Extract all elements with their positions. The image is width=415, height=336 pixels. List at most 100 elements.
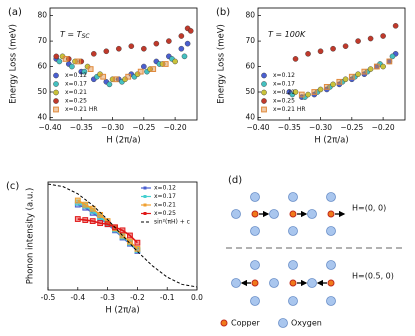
legend-label: x=0.12 bbox=[65, 72, 87, 79]
marker bbox=[134, 245, 141, 252]
legend-swatch bbox=[143, 195, 147, 198]
marker bbox=[292, 89, 299, 95]
legend-entry: x=0.12 bbox=[141, 185, 176, 192]
legend-entry: x=0.25 bbox=[141, 210, 176, 217]
marker bbox=[298, 91, 305, 98]
marker bbox=[87, 66, 94, 72]
y-tick-label: 80 bbox=[37, 11, 47, 20]
marker bbox=[74, 197, 81, 204]
annotation-main: T = 100K bbox=[268, 30, 306, 39]
legend-swatch bbox=[261, 106, 267, 113]
marker bbox=[153, 40, 160, 47]
marker bbox=[103, 48, 110, 55]
marker bbox=[109, 76, 116, 83]
x-tick-label: −0.20 bbox=[164, 123, 187, 132]
y-tick-label: 50 bbox=[37, 87, 47, 96]
mode-label: H=(0.5, 0) bbox=[352, 272, 394, 281]
legend-swatch bbox=[53, 98, 59, 104]
legend-label: x=0.21 bbox=[273, 89, 295, 96]
marker bbox=[100, 73, 107, 80]
legend-label: x=0.17 bbox=[154, 193, 176, 200]
marker bbox=[147, 66, 153, 72]
legend-entry: x=0.17 bbox=[261, 81, 295, 88]
marker bbox=[361, 68, 368, 75]
x-axis-label: H (2π/a) bbox=[105, 306, 139, 316]
marker bbox=[72, 58, 78, 65]
legend-entry: x=0.21 bbox=[141, 202, 176, 209]
legend-label: x=0.21 HR bbox=[273, 106, 306, 113]
x-axis-label: H (2π/a) bbox=[106, 136, 140, 146]
marker bbox=[141, 63, 147, 70]
legend-entry: x=0.12 bbox=[261, 72, 295, 79]
legend-entry: x=0.25 bbox=[53, 98, 87, 105]
marker bbox=[367, 66, 374, 72]
displacement-arrows bbox=[240, 210, 346, 287]
x-tick-label: −0.30 bbox=[101, 123, 124, 132]
legend-swatch bbox=[143, 203, 147, 207]
copper-atoms bbox=[220, 210, 335, 327]
marker bbox=[112, 76, 119, 83]
marker bbox=[137, 68, 144, 75]
marker bbox=[323, 84, 330, 90]
y-tick-label: 50 bbox=[245, 87, 255, 96]
marker bbox=[166, 38, 172, 44]
y-tick-label: 70 bbox=[245, 36, 255, 45]
marker bbox=[81, 68, 88, 75]
marker bbox=[317, 86, 324, 93]
legend-label: x=0.25 bbox=[273, 98, 295, 105]
x-tick-label: -0.3 bbox=[100, 293, 115, 302]
y-tick-label: 40 bbox=[245, 112, 255, 121]
legend-entry: x=0.25 bbox=[261, 98, 295, 105]
legend-swatch bbox=[261, 81, 267, 87]
chart-panel: −0.40 −0.35 −0.30 −0.25 −0.20 40 50 60 70 80 H (2π… bbox=[8, 7, 198, 146]
marker bbox=[82, 201, 89, 208]
legend-swatch bbox=[261, 72, 267, 79]
legend-label: x=0.21 HR bbox=[65, 106, 98, 113]
x-tick-label: -0.5 bbox=[41, 293, 56, 302]
marker bbox=[389, 53, 396, 60]
marker bbox=[74, 216, 81, 222]
y-tick-label: 60 bbox=[245, 62, 255, 71]
marker bbox=[184, 40, 191, 47]
marker bbox=[380, 33, 386, 39]
marker bbox=[367, 35, 374, 42]
marker bbox=[119, 227, 126, 234]
legend-label: sin²(πH) + c bbox=[154, 219, 190, 226]
legend-swatch bbox=[53, 81, 59, 87]
marker bbox=[386, 58, 393, 65]
marker bbox=[53, 53, 60, 60]
marker bbox=[104, 221, 111, 228]
plot-frame bbox=[257, 7, 406, 121]
x-tick-label: −0.25 bbox=[132, 123, 155, 132]
marker bbox=[159, 61, 166, 67]
legend-entry: x=0.21 bbox=[53, 89, 87, 96]
marker bbox=[89, 205, 96, 212]
series bbox=[59, 53, 178, 83]
legend-entry: x=0.21 bbox=[261, 89, 295, 96]
panel-label: (d) bbox=[228, 175, 242, 186]
marker bbox=[178, 33, 185, 39]
marker bbox=[62, 56, 69, 62]
marker bbox=[355, 71, 361, 77]
y-axis-label: Phonon intensity (a.u.) bbox=[26, 188, 36, 285]
plot-frame bbox=[47, 181, 198, 291]
marker bbox=[89, 218, 96, 224]
marker bbox=[75, 58, 82, 65]
legend-swatch bbox=[261, 89, 267, 96]
x-tick-label: −0.35 bbox=[278, 123, 301, 132]
series bbox=[289, 53, 396, 100]
y-tick-label: 80 bbox=[245, 11, 255, 20]
series bbox=[292, 23, 399, 62]
legend-swatch bbox=[261, 98, 267, 104]
x-tick-label: 0.0 bbox=[191, 293, 203, 302]
marker bbox=[128, 43, 135, 49]
panel-label: (b) bbox=[216, 7, 230, 18]
marker bbox=[305, 91, 311, 98]
legend-entry: x=0.21 HR bbox=[261, 106, 306, 113]
marker bbox=[134, 239, 141, 246]
marker bbox=[380, 63, 386, 70]
marker bbox=[348, 73, 355, 80]
marker bbox=[172, 58, 178, 65]
annotation-sub: SC bbox=[82, 33, 91, 40]
marker bbox=[342, 43, 349, 49]
